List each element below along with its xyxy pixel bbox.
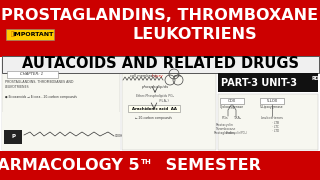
- Text: · LTC: · LTC: [272, 125, 279, 129]
- Text: PART-3 UNIT-3: PART-3 UNIT-3: [221, 78, 297, 87]
- Text: Leukotrienes: Leukotrienes: [260, 116, 284, 120]
- Text: Ether-Phospholipids PG₂: Ether-Phospholipids PG₂: [136, 94, 174, 98]
- Text: Arachidonic acid  AA: Arachidonic acid AA: [132, 107, 176, 111]
- Text: Cyclooxygenase: Cyclooxygenase: [220, 105, 244, 109]
- FancyBboxPatch shape: [6, 71, 58, 78]
- Text: ● Eicosanoids → Eicosa - 20-carbon compounds: ● Eicosanoids → Eicosa - 20-carbon compo…: [5, 95, 77, 99]
- Bar: [2, 59, 120, 150]
- Text: 5-LOX: 5-LOX: [266, 99, 278, 103]
- Text: PGs: PGs: [222, 116, 228, 120]
- Text: 🔔: 🔔: [11, 32, 15, 37]
- Text: IMPORTANT: IMPORTANT: [12, 32, 54, 37]
- Text: PROSTAGLANDINS, THROMBOXANE: PROSTAGLANDINS, THROMBOXANE: [1, 8, 319, 24]
- Text: 5-Lipoxygenase: 5-Lipoxygenase: [260, 105, 284, 109]
- Text: SEMESTER: SEMESTER: [160, 158, 261, 173]
- Text: Prostaglandins: Prostaglandins: [214, 131, 236, 135]
- Text: Prostacyclin(PGI₂): Prostacyclin(PGI₂): [226, 131, 248, 135]
- Text: PROSTAGLANDINS, THROMBOXANES AND: PROSTAGLANDINS, THROMBOXANES AND: [5, 80, 74, 84]
- Text: (PLA₂): (PLA₂): [159, 99, 169, 103]
- Text: · LTD: · LTD: [272, 129, 279, 133]
- Text: COX: COX: [228, 99, 236, 103]
- Text: phospholipids: phospholipids: [141, 85, 169, 89]
- Bar: [0, 151, 320, 180]
- Bar: [218, 94, 318, 150]
- Text: TXA₂: TXA₂: [233, 116, 241, 120]
- Text: LEUKOTRIENS: LEUKOTRIENS: [133, 27, 257, 42]
- Text: Prostacyclin: Prostacyclin: [216, 123, 234, 127]
- Text: cells: cells: [174, 74, 182, 78]
- Bar: [0, 0, 320, 57]
- Bar: [6, 29, 54, 40]
- FancyBboxPatch shape: [260, 98, 284, 104]
- Text: Thromboxane: Thromboxane: [215, 127, 235, 131]
- Text: TH: TH: [141, 159, 152, 165]
- Bar: [218, 73, 318, 92]
- Text: · LTB: · LTB: [272, 121, 279, 125]
- Text: P: P: [11, 134, 15, 140]
- Bar: [122, 59, 216, 150]
- FancyBboxPatch shape: [220, 98, 244, 104]
- Text: cell membrane: cell membrane: [130, 74, 156, 78]
- Text: Injury: Injury: [152, 74, 164, 78]
- Bar: [0, 57, 320, 151]
- Text: RD: RD: [311, 76, 319, 82]
- Bar: [4, 130, 22, 144]
- FancyBboxPatch shape: [2, 55, 318, 73]
- FancyBboxPatch shape: [128, 105, 180, 112]
- Bar: [2, 112, 120, 150]
- Text: ← 20-carbon compounds: ← 20-carbon compounds: [135, 116, 172, 120]
- Text: CHAPTER: 1: CHAPTER: 1: [20, 72, 44, 76]
- Text: COOH: COOH: [115, 134, 123, 138]
- Text: LEUKOTRIENES: LEUKOTRIENES: [5, 85, 30, 89]
- Text: PHARMACOLOGY 5: PHARMACOLOGY 5: [0, 158, 140, 173]
- Text: AUTACOIDS AND RELATED DRUGS: AUTACOIDS AND RELATED DRUGS: [21, 57, 299, 71]
